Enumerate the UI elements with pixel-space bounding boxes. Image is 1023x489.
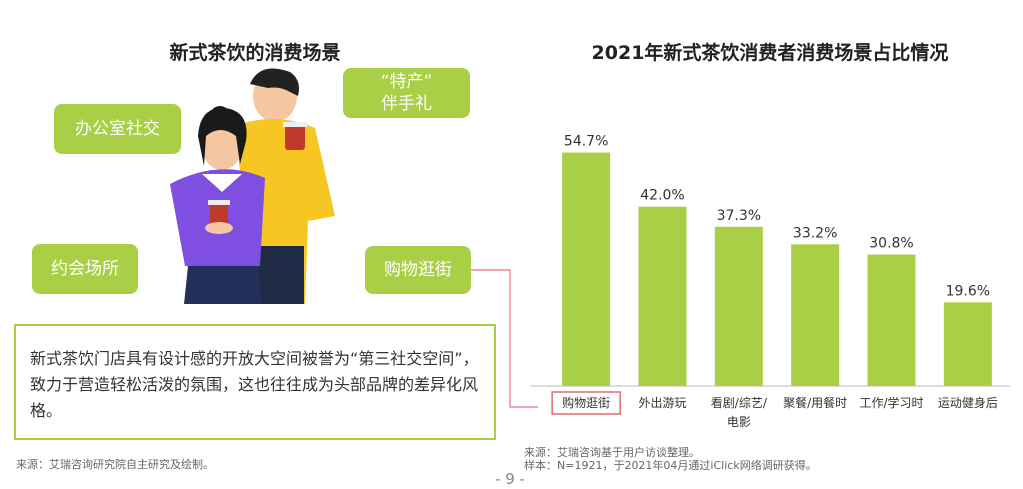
tag-gift-text: “特产” 伴手礼	[380, 72, 433, 114]
value-label-4: 30.8%	[869, 236, 913, 252]
category-label-2-line2: 电影	[727, 415, 751, 429]
connector-line	[471, 269, 538, 408]
value-label-1: 42.0%	[640, 188, 684, 204]
value-label-0: 54.7%	[564, 134, 608, 150]
value-label-5: 19.6%	[946, 283, 990, 299]
left-title: 新式茶饮的消费场景	[169, 42, 341, 64]
description-box: 新式茶饮门店具有设计感的开放大空间被誉为“第三社交空间”，致力于营造轻松活泼的氛…	[14, 324, 496, 440]
bar-chart: 54.7% 购物逛街 42.0% 外出游玩 37.3% 看剧/综艺/电影 33.2% 聚餐/用…	[530, 134, 1010, 429]
bar-4	[867, 254, 916, 386]
category-label-3: 聚餐/用餐时	[783, 395, 847, 410]
tag-gift: “特产” 伴手礼	[343, 68, 470, 118]
tag-date-place: 约会场所	[32, 244, 138, 294]
bar-5	[943, 302, 992, 386]
right-source-line1: 来源：艾瑞咨询基于用户访谈整理。	[524, 446, 700, 459]
description-text: 新式茶饮门店具有设计感的开放大空间被誉为“第三社交空间”，致力于营造轻松活泼的氛…	[30, 349, 479, 420]
tag-office-social: 办公室社交	[54, 104, 181, 154]
value-label-3: 33.2%	[793, 225, 837, 241]
category-label-0: 购物逛街	[562, 395, 610, 410]
tag-shopping: 购物逛街	[365, 246, 471, 294]
value-label-2: 37.3%	[717, 208, 761, 224]
right-source-line2: 样本：N=1921，于2021年04月通过iClick网络调研获得。	[524, 459, 817, 472]
page-number: - 9 -	[495, 470, 525, 488]
people-illustration	[170, 68, 335, 304]
bar-2	[714, 226, 763, 386]
category-label-4: 工作/学习时	[859, 395, 923, 410]
bar-0	[562, 152, 611, 386]
highlight-box	[551, 391, 621, 415]
category-label-1: 外出游玩	[638, 396, 686, 410]
category-label-2: 看剧/综艺/	[711, 396, 768, 410]
bar-1	[638, 206, 687, 386]
left-source-note: 来源：艾瑞咨询研究院自主研究及绘制。	[16, 458, 214, 471]
category-label-5: 运动健身后	[938, 395, 998, 410]
chart-title: 2021年新式茶饮消费者消费场景占比情况	[591, 42, 949, 64]
bar-3	[791, 244, 840, 386]
